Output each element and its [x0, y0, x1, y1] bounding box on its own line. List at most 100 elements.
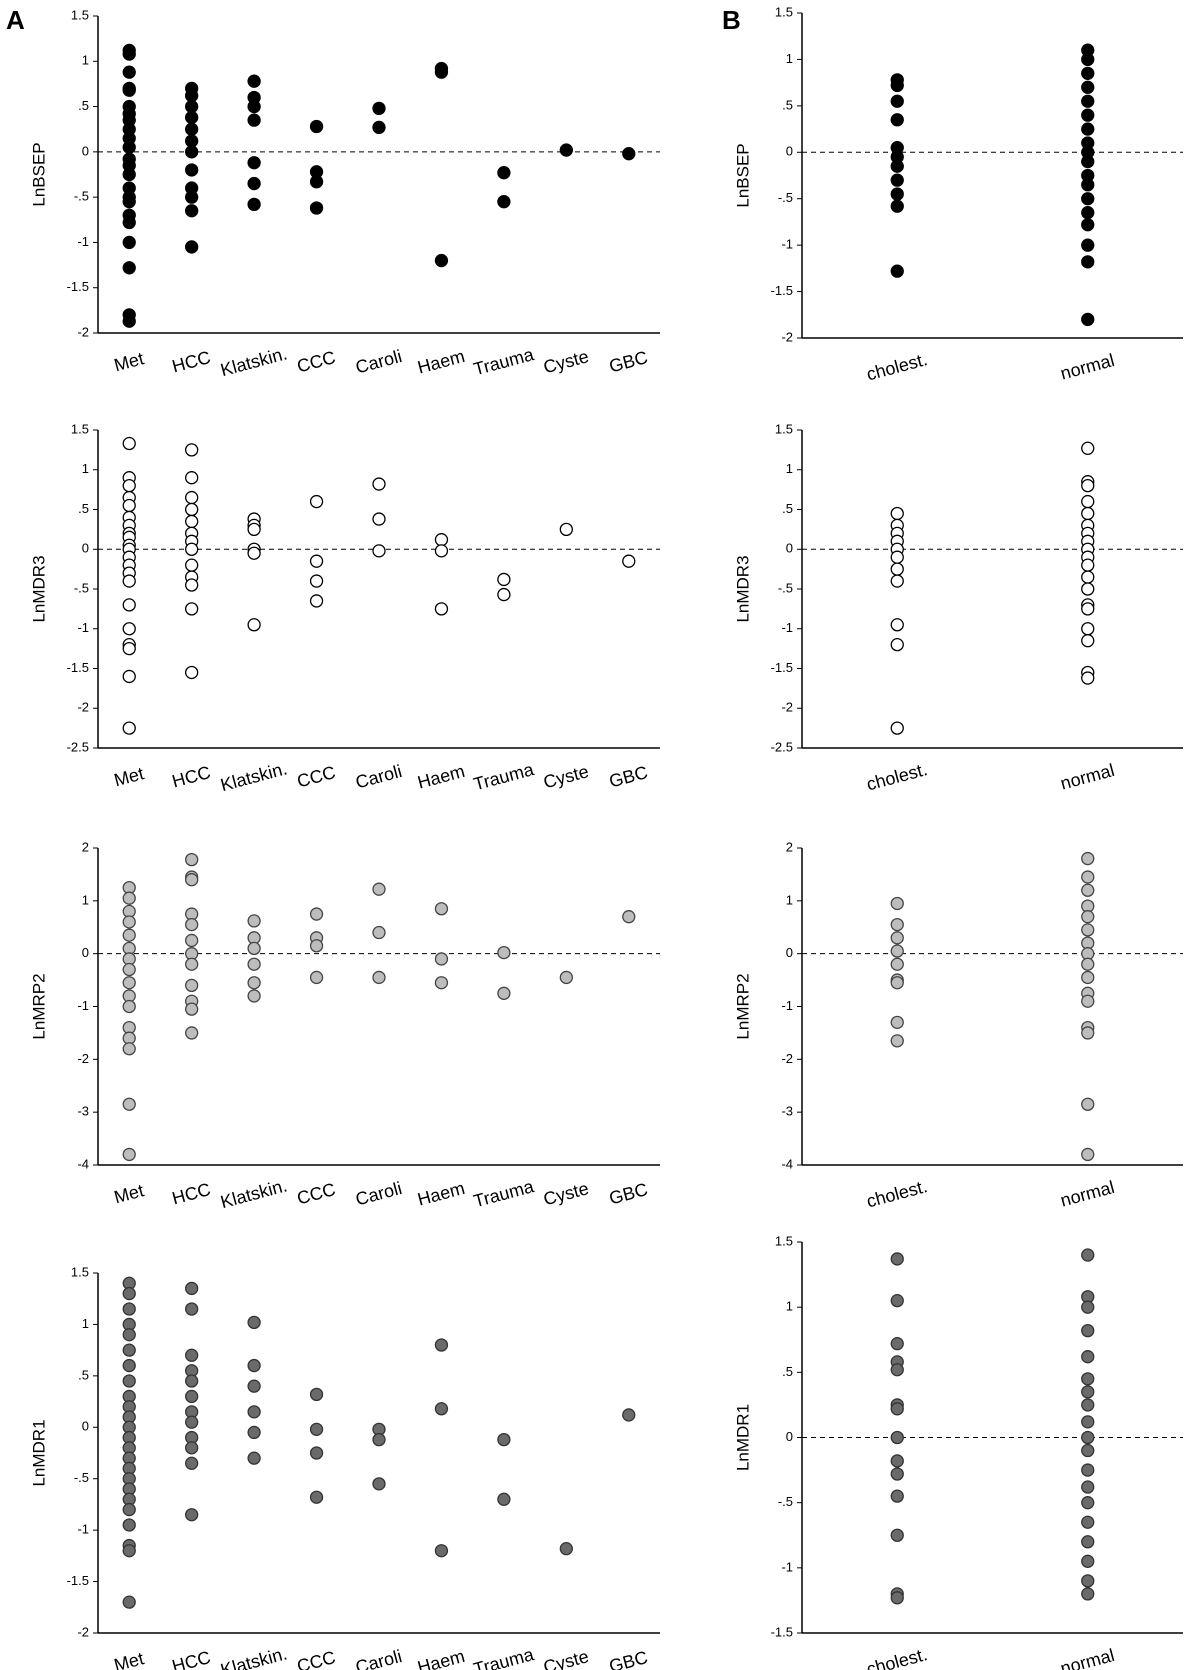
- x-tick-label: Haem: [415, 761, 467, 793]
- data-point: [1081, 1097, 1095, 1111]
- data-point: [890, 562, 904, 576]
- data-point: [622, 1408, 636, 1422]
- data-point: [185, 1281, 199, 1296]
- data-point: [1081, 178, 1095, 192]
- y-tick-label: 0: [82, 143, 89, 158]
- data-point: [1081, 108, 1095, 122]
- data-point: [247, 522, 261, 537]
- x-tick-label: Trauma: [471, 759, 536, 794]
- y-tick-label: 0: [786, 1429, 793, 1444]
- data-point: [247, 1451, 261, 1465]
- y-tick-label: 1.5: [775, 421, 793, 436]
- y-tick-label: 1: [786, 461, 793, 476]
- y-tick-label: -1.5: [771, 1624, 793, 1639]
- y-tick-label: -2: [77, 700, 89, 715]
- data-point: [247, 113, 261, 127]
- y-tick-label: 1: [82, 892, 89, 907]
- x-tick-label: Klatskin.: [218, 1643, 289, 1670]
- x-tick-label: normal: [1058, 1645, 1116, 1670]
- y-axis-label: LnBSEP: [29, 142, 48, 206]
- data-point: [1081, 1554, 1095, 1568]
- y-tick-label: -1: [781, 620, 793, 635]
- y-tick-label: -2: [781, 329, 793, 344]
- data-point: [309, 1422, 324, 1436]
- data-point: [122, 1374, 136, 1388]
- data-point: [890, 1294, 904, 1308]
- data-point: [372, 544, 386, 558]
- data-point: [185, 514, 199, 529]
- x-tick-label: normal: [1058, 1177, 1116, 1211]
- data-point: [309, 574, 324, 588]
- data-point: [309, 907, 324, 921]
- y-tick-label: 0: [786, 144, 793, 159]
- data-point: [434, 602, 449, 616]
- data-point: [1081, 570, 1095, 584]
- y-tick-label: 2: [786, 839, 793, 854]
- data-point: [559, 522, 573, 537]
- data-point: [1081, 994, 1095, 1008]
- y-tick-label: -1.5: [771, 283, 793, 298]
- data-point: [890, 1591, 904, 1605]
- data-point: [185, 240, 199, 254]
- y-tick-label: 1.5: [71, 7, 89, 22]
- data-point: [1081, 602, 1095, 616]
- data-point: [434, 533, 449, 547]
- data-point: [890, 944, 904, 958]
- data-point: [1081, 80, 1095, 94]
- y-tick-label: .5: [782, 97, 793, 112]
- data-point: [309, 970, 324, 985]
- data-point: [1081, 1515, 1095, 1529]
- data-point: [890, 1015, 904, 1029]
- x-tick-label: Met: [112, 1648, 146, 1670]
- data-point: [185, 443, 199, 457]
- data-point: [372, 1477, 386, 1491]
- data-point: [185, 852, 199, 867]
- x-tick-label: normal: [1058, 760, 1116, 794]
- data-point: [890, 173, 904, 187]
- data-point: [1081, 506, 1095, 521]
- data-point: [185, 602, 199, 616]
- data-point: [247, 914, 261, 928]
- data-point: [309, 1490, 324, 1504]
- data-point: [185, 1508, 199, 1522]
- y-axis-label: LnMDR3: [733, 555, 752, 622]
- data-point: [1081, 851, 1095, 866]
- y-tick-label: -2.5: [67, 739, 89, 754]
- y-tick-label: 1.5: [775, 4, 793, 19]
- data-point: [497, 945, 511, 960]
- data-point: [1081, 1574, 1095, 1588]
- x-tick-label: Trauma: [471, 344, 536, 379]
- y-tick-label: 1: [786, 51, 793, 66]
- data-point: [1081, 910, 1095, 924]
- data-point: [185, 1415, 199, 1429]
- y-tick-label: 2: [82, 839, 89, 854]
- y-tick-label: .5: [782, 501, 793, 516]
- data-point: [372, 101, 386, 116]
- data-point: [247, 1315, 261, 1330]
- y-axis-label: LnMDR3: [29, 555, 48, 622]
- data-point: [890, 1467, 904, 1481]
- data-point: [122, 721, 136, 735]
- x-tick-label: Met: [112, 1180, 146, 1207]
- data-point: [434, 253, 449, 268]
- y-tick-label: -.5: [74, 189, 89, 204]
- data-point: [122, 1595, 136, 1609]
- y-tick-label: 0: [786, 541, 793, 556]
- y-tick-label: -.5: [74, 580, 89, 595]
- data-point: [185, 471, 199, 485]
- data-point: [1081, 622, 1095, 636]
- data-point: [1081, 478, 1095, 493]
- data-point: [890, 199, 904, 213]
- data-point: [559, 970, 573, 985]
- data-point: [1081, 671, 1095, 685]
- data-point: [122, 622, 136, 636]
- data-point: [890, 638, 904, 652]
- y-tick-label: 1.5: [71, 421, 89, 436]
- data-point: [247, 197, 261, 212]
- y-tick-label: .5: [78, 98, 89, 113]
- data-point: [497, 572, 511, 587]
- data-point: [890, 506, 904, 521]
- data-point: [1081, 205, 1095, 220]
- data-point: [890, 1337, 904, 1351]
- data-point: [122, 65, 136, 79]
